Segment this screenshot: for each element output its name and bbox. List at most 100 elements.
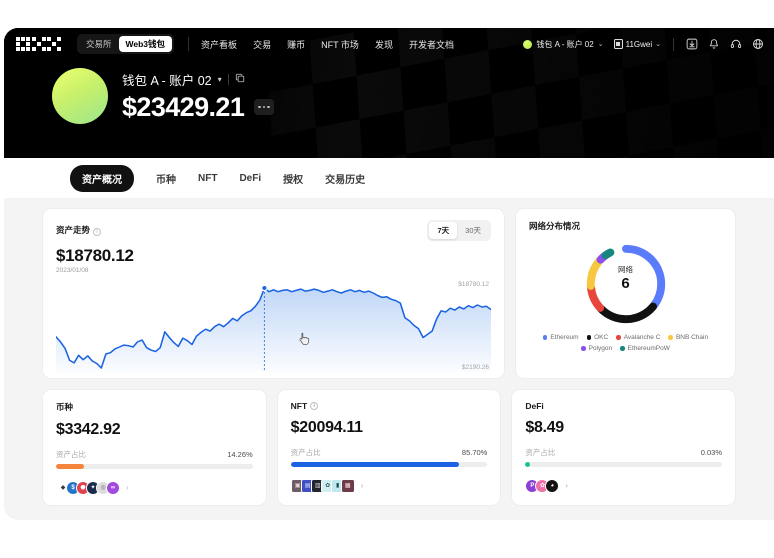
range-option-30d[interactable]: 30天 [465,226,481,235]
account-summary: 钱包 A - 账户 02 ▾ $23429.21 [4,60,774,124]
nft-thumb-6[interactable]: ▦ [340,478,355,493]
tab-nft[interactable]: NFT [198,172,218,184]
balance-row: $23429.21 [122,92,275,123]
tab-approvals[interactable]: 授权 [283,174,304,186]
donut-slice-bnb-chain[interactable] [586,244,665,324]
asset-trend-date: 2023/01/08 [56,267,89,274]
segment-exchange[interactable]: 交易所 [86,38,112,49]
account-avatar-dot [523,39,533,49]
tokens-chip-stack: ◆ $ ⬣ ✦ ◎ ∞ [56,480,120,495]
nav-divider [188,37,190,51]
avatar [52,68,108,124]
nav-link-discover[interactable]: 发现 [374,39,393,50]
tokens-share-value: 14.26% [227,450,253,459]
y-axis-label-bottom: $2190.26 [461,364,489,371]
legend-label: BNB Chain [675,334,709,341]
uni-token-icon[interactable]: ∞ [106,480,120,495]
tokens-chips-row[interactable]: ◆ $ ⬣ ✦ ◎ ∞ › [56,480,253,495]
nft-card-title: NFT i [291,401,488,411]
asset-trend-header: 资产走势 i 7天 30天 [56,220,491,241]
okx-logo[interactable] [16,37,61,51]
defi-metric-card[interactable]: DeFi $8.49 资产占比 0.03% P ✿ ◕ › [511,389,737,506]
legend-label: Ethereum [550,334,579,341]
tokens-metric-card[interactable]: 币种 $3342.92 资产占比 14.26% ◆ $ ⬣ ✦ ◎ ∞ › [42,389,267,506]
y-axis-label-top: $18780.12 [458,281,489,288]
hero-banner: 交易所 Web3钱包 资产看板 交易 赚币 NFT 市场 发现 开发者文档 钱包… [4,28,774,158]
legend-color-dot [542,335,548,340]
donut-center-text: 网络 6 [529,264,722,292]
nft-share-row: 资产占比 85.70% [291,447,488,458]
account-selector[interactable]: 钱包 A - 账户 02 ⌄ [523,39,604,50]
nav-link-earn[interactable]: 赚币 [287,39,306,50]
legend-color-dot [620,346,625,351]
legend-item-avalanche-c[interactable]: Avalanche C [616,334,660,341]
defi-progress-fill [525,462,531,467]
asset-trend-svg [56,284,491,372]
divider [227,73,229,85]
protocol-icon-3[interactable]: ◕ [545,478,560,493]
asset-trend-title-group: 资产走势 i [56,220,102,238]
okx-web3-wallet-window: 交易所 Web3钱包 资产看板 交易 赚币 NFT 市场 发现 开发者文档 钱包… [4,28,774,520]
bell-icon[interactable] [708,38,720,50]
info-icon[interactable]: i [93,228,102,236]
asset-trend-value: $18780.12 [56,246,134,265]
account-meta: 钱包 A - 账户 02 ▾ $23429.21 [122,70,275,123]
legend-item-bnb-chain[interactable]: BNB Chain [668,334,708,341]
nav-link-developer-docs[interactable]: 开发者文档 [408,39,454,50]
download-icon[interactable] [686,38,698,50]
chevron-right-icon[interactable]: › [360,481,364,490]
gas-price-selector[interactable]: 11Gwei ⌄ [613,39,661,49]
globe-icon[interactable] [752,38,764,50]
legend-item-ethereumpow[interactable]: EthereumPoW [620,345,670,352]
legend-color-dot [581,346,586,351]
defi-card-value: $8.49 [525,419,564,436]
asset-trend-card: 资产走势 i 7天 30天 $18780.12 2023/01/08 [42,208,505,379]
tab-defi[interactable]: DeFi [239,172,262,184]
legend-label: Polygon [588,345,613,352]
defi-chips-row[interactable]: P ✿ ◕ › [525,478,722,493]
legend-label: Avalanche C [623,334,661,341]
tab-transaction-history[interactable]: 交易历史 [325,174,366,186]
copy-icon[interactable] [235,70,245,88]
donut-slice-okc[interactable] [586,244,665,324]
content-area: 资产走势 i 7天 30天 $18780.12 2023/01/08 [4,198,774,520]
legend-item-polygon[interactable]: Polygon [581,345,612,352]
top-cards-row: 资产走势 i 7天 30天 $18780.12 2023/01/08 [42,208,736,379]
legend-color-dot [668,335,673,340]
range-option-7d[interactable]: 7天 [429,222,458,239]
network-legend: Ethereum OKC Avalanche C BNB Chain Polygon Et… [529,334,722,352]
legend-item-okc[interactable]: OKC [586,334,609,341]
legend-item-ethereum[interactable]: Ethereum [542,334,579,341]
tokens-card-title-text: 币种 [56,402,74,412]
nft-chip-stack: ▣ ▤ ▥ ✿ ▮ ▦ [290,478,355,493]
segment-web3-wallet[interactable]: Web3钱包 [118,35,173,53]
headset-icon[interactable] [730,38,742,50]
nav-link-trade[interactable]: 交易 [253,39,272,50]
tab-tokens[interactable]: 币种 [156,174,176,186]
asset-trend-chart[interactable]: $18780.12 $2190.26 [56,280,491,372]
nav-links: 资产看板 交易 赚币 NFT 市场 发现 开发者文档 [201,38,454,51]
chevron-right-icon[interactable]: › [565,481,569,490]
more-dots-icon[interactable] [254,99,275,115]
donut-slice-ethereum[interactable] [586,244,665,324]
defi-card-title: DeFi [525,401,722,411]
chevron-right-icon[interactable]: › [126,483,129,492]
nft-metric-card[interactable]: NFT i $20094.11 资产占比 85.70% ▣ ▤ ▥ ✿ ▮ ▦ › [276,389,502,506]
tokens-progress-track [56,464,253,469]
nav-link-asset-dashboard[interactable]: 资产看板 [201,39,238,50]
defi-card-title-text: DeFi [525,401,544,411]
network-distribution-title: 网络分布情况 [529,221,581,231]
chevron-down-icon: ⌄ [655,41,661,48]
nav-link-nft-market[interactable]: NFT 市场 [321,39,359,50]
legend-label: EthereumPoW [627,345,670,352]
defi-share-label: 资产占比 [525,448,556,457]
tab-asset-overview[interactable]: 资产概况 [70,164,134,192]
legend-label: OKC [594,334,609,341]
nft-share-value: 85.70% [461,448,488,457]
nft-chips-row[interactable]: ▣ ▤ ▥ ✿ ▮ ▦ › [290,478,488,493]
chevron-down-icon[interactable]: ▾ [217,74,222,84]
nft-progress-fill [290,462,460,467]
gas-price-label: 11Gwei [625,39,653,49]
donut-center-label: 网络 [618,265,633,274]
info-icon[interactable]: i [310,402,319,410]
